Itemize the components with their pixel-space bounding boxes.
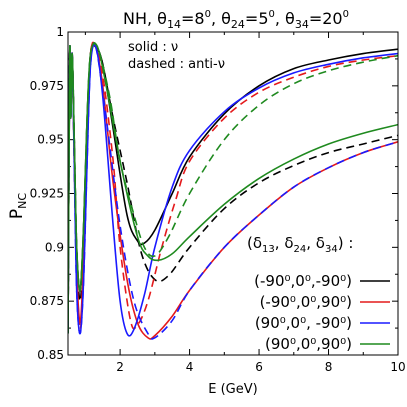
y-tick-label: 0.875 bbox=[30, 294, 64, 308]
x-tick-label: 10 bbox=[390, 360, 405, 374]
axis-ticks: 2 4 6 8 10 0.85 0.875 0.9 0.925 0.95 0.975 1 bbox=[30, 25, 406, 374]
y-tick-label: 0.925 bbox=[30, 187, 64, 201]
chart-title: NH, θ14=80, θ24=50, θ34=200 bbox=[123, 9, 349, 31]
x-tick-label: 6 bbox=[255, 360, 263, 374]
legend: (-90⁰,0⁰,-90⁰) (-90⁰,0⁰,90⁰) (90⁰,0⁰, -90⁰… bbox=[254, 272, 390, 353]
series-line--90-0-90-anti- bbox=[68, 42, 398, 334]
x-tick-label: 2 bbox=[116, 360, 124, 374]
legend-entry-label: (90⁰,0⁰,90⁰) bbox=[265, 335, 352, 353]
legend-entry-label: (-90⁰,0⁰,90⁰) bbox=[260, 293, 352, 311]
y-tick-label: 0.975 bbox=[30, 79, 64, 93]
legend-entry-label: (-90⁰,0⁰,-90⁰) bbox=[254, 272, 352, 290]
series-line--90-0-90-anti- bbox=[68, 42, 398, 340]
dashed-annotation: dashed : anti-ν bbox=[128, 57, 225, 72]
curves-layer bbox=[68, 41, 398, 340]
series-line--90-0-90- bbox=[68, 44, 398, 334]
y-axis-label: PNC bbox=[7, 193, 29, 219]
legend-entry-label: (90⁰,0⁰, -90⁰) bbox=[255, 314, 352, 332]
plot-frame bbox=[67, 31, 399, 356]
x-tick-label: 4 bbox=[186, 360, 194, 374]
y-tick-label: 0.9 bbox=[45, 240, 64, 254]
y-tick-label: 0.85 bbox=[37, 348, 64, 362]
x-axis-label: E (GeV) bbox=[208, 382, 257, 397]
solid-annotation: solid : ν bbox=[128, 40, 178, 55]
series-line--90-0-90-anti- bbox=[68, 43, 398, 334]
y-tick-label: 1 bbox=[56, 25, 64, 39]
legend-header: (δ13, δ24, δ34) : bbox=[247, 234, 353, 255]
x-tick-label: 8 bbox=[325, 360, 333, 374]
y-tick-label: 0.95 bbox=[37, 133, 64, 147]
